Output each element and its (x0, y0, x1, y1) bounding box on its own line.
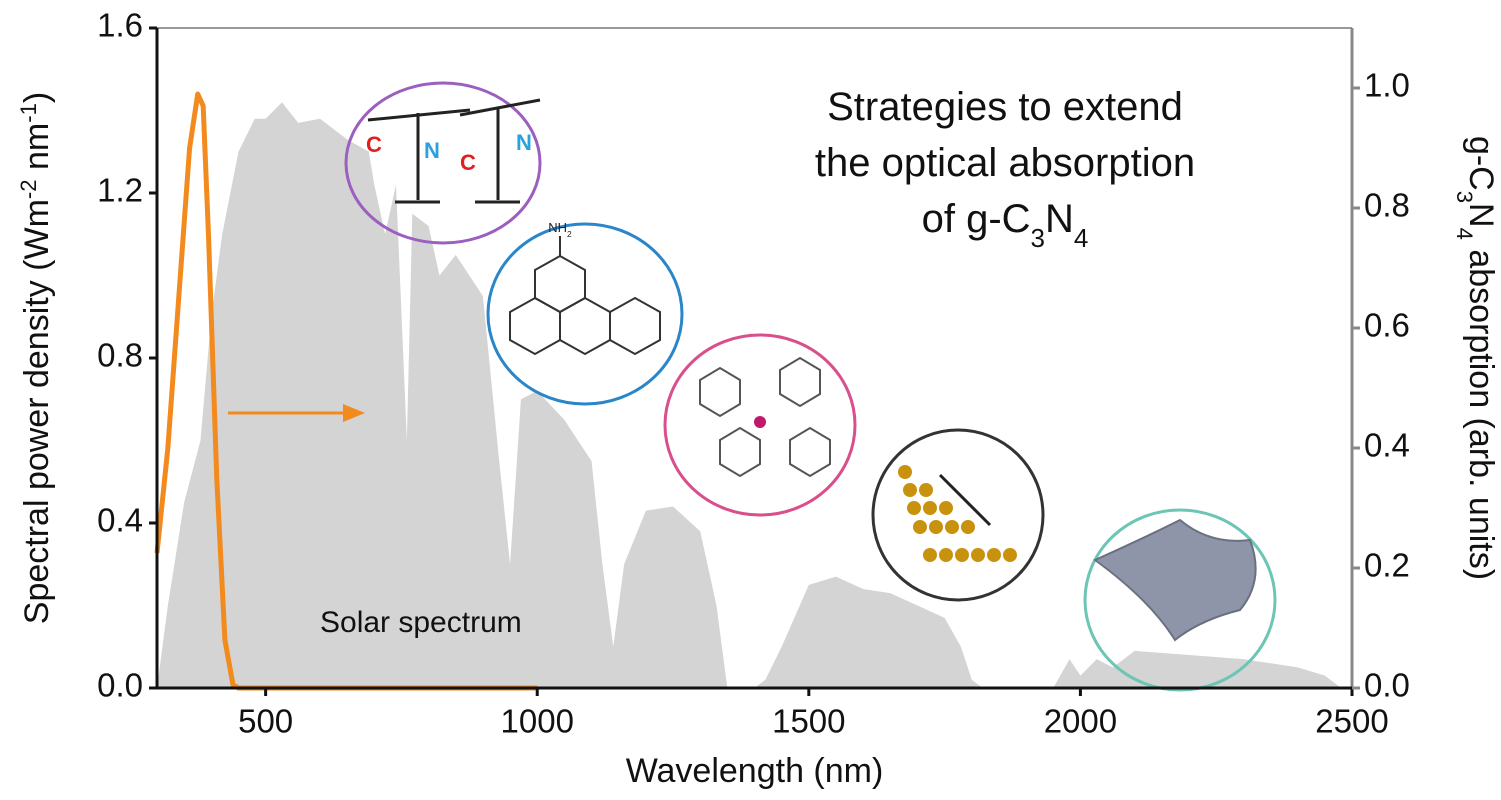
y2-axis-title-part: absorption (arb. units) (1462, 240, 1500, 580)
annotation-formula: of g-C3N4 (922, 197, 1089, 253)
annotation: the optical absorption (815, 141, 1195, 185)
y-axis-title-part: ) (18, 92, 56, 103)
y-tick-label: 1.2 (97, 172, 143, 209)
annotation-formula-part: 3 (1031, 223, 1045, 253)
annotation-formula-part: N (1045, 197, 1074, 241)
annotation-formula-part: of g-C (922, 197, 1031, 241)
y2-tick-label: 1.0 (1364, 67, 1410, 104)
y-axis-title-part: Spectral power density (Wm (18, 199, 56, 624)
molecule-label-part: NH (548, 220, 567, 235)
molecule-label: NH2 (548, 220, 572, 239)
y-axis-title-part: -2 (16, 179, 41, 199)
y2-tick-label: 0.6 (1364, 307, 1410, 344)
y2-axis-title-part: g-C (1462, 136, 1500, 191)
x-tick-label: 500 (238, 703, 293, 740)
y-axis-title-part: -1 (16, 103, 41, 123)
x-tick-label: 2500 (1315, 703, 1388, 740)
annotation-formula-part: 4 (1074, 223, 1088, 253)
y-tick-label: 0.4 (97, 502, 143, 539)
y2-axis-title-part: 3 (1453, 191, 1478, 203)
illustrations (228, 81, 1277, 692)
molecule-label-part: 2 (567, 229, 572, 239)
y2-axis-title: g-C3N4 absorption (arb. units) (1453, 136, 1501, 580)
icon-label: C (460, 150, 476, 175)
y-axis-title-part: nm (18, 123, 56, 180)
y-axis-title: Spectral power density (Wm-2 nm-1) (16, 92, 57, 624)
icon-label: N (424, 138, 440, 163)
y2-tick-label: 0.2 (1364, 547, 1410, 584)
y2-tick-label: 0.4 (1364, 427, 1410, 464)
y2-axis-title-part: N (1462, 203, 1500, 228)
y2-tick-label: 0.0 (1364, 667, 1410, 704)
x-tick-label: 1000 (501, 703, 574, 740)
annotation: Strategies to extend (827, 85, 1183, 129)
x-axis-title: Wavelength (nm) (626, 752, 884, 790)
y-tick-label: 1.6 (97, 7, 143, 44)
solar-area (157, 102, 1342, 688)
icon-label: N (516, 130, 532, 155)
x-tick-label: 1500 (772, 703, 845, 740)
x-tick-label: 2000 (1044, 703, 1117, 740)
y2-axis-title-part: 4 (1453, 228, 1478, 240)
y-tick-label: 0.0 (97, 667, 143, 704)
area-label: Solar spectrum (320, 606, 522, 639)
y2-tick-label: 0.8 (1364, 187, 1410, 224)
y-tick-label: 0.8 (97, 337, 143, 374)
icon-label: C (366, 132, 382, 157)
